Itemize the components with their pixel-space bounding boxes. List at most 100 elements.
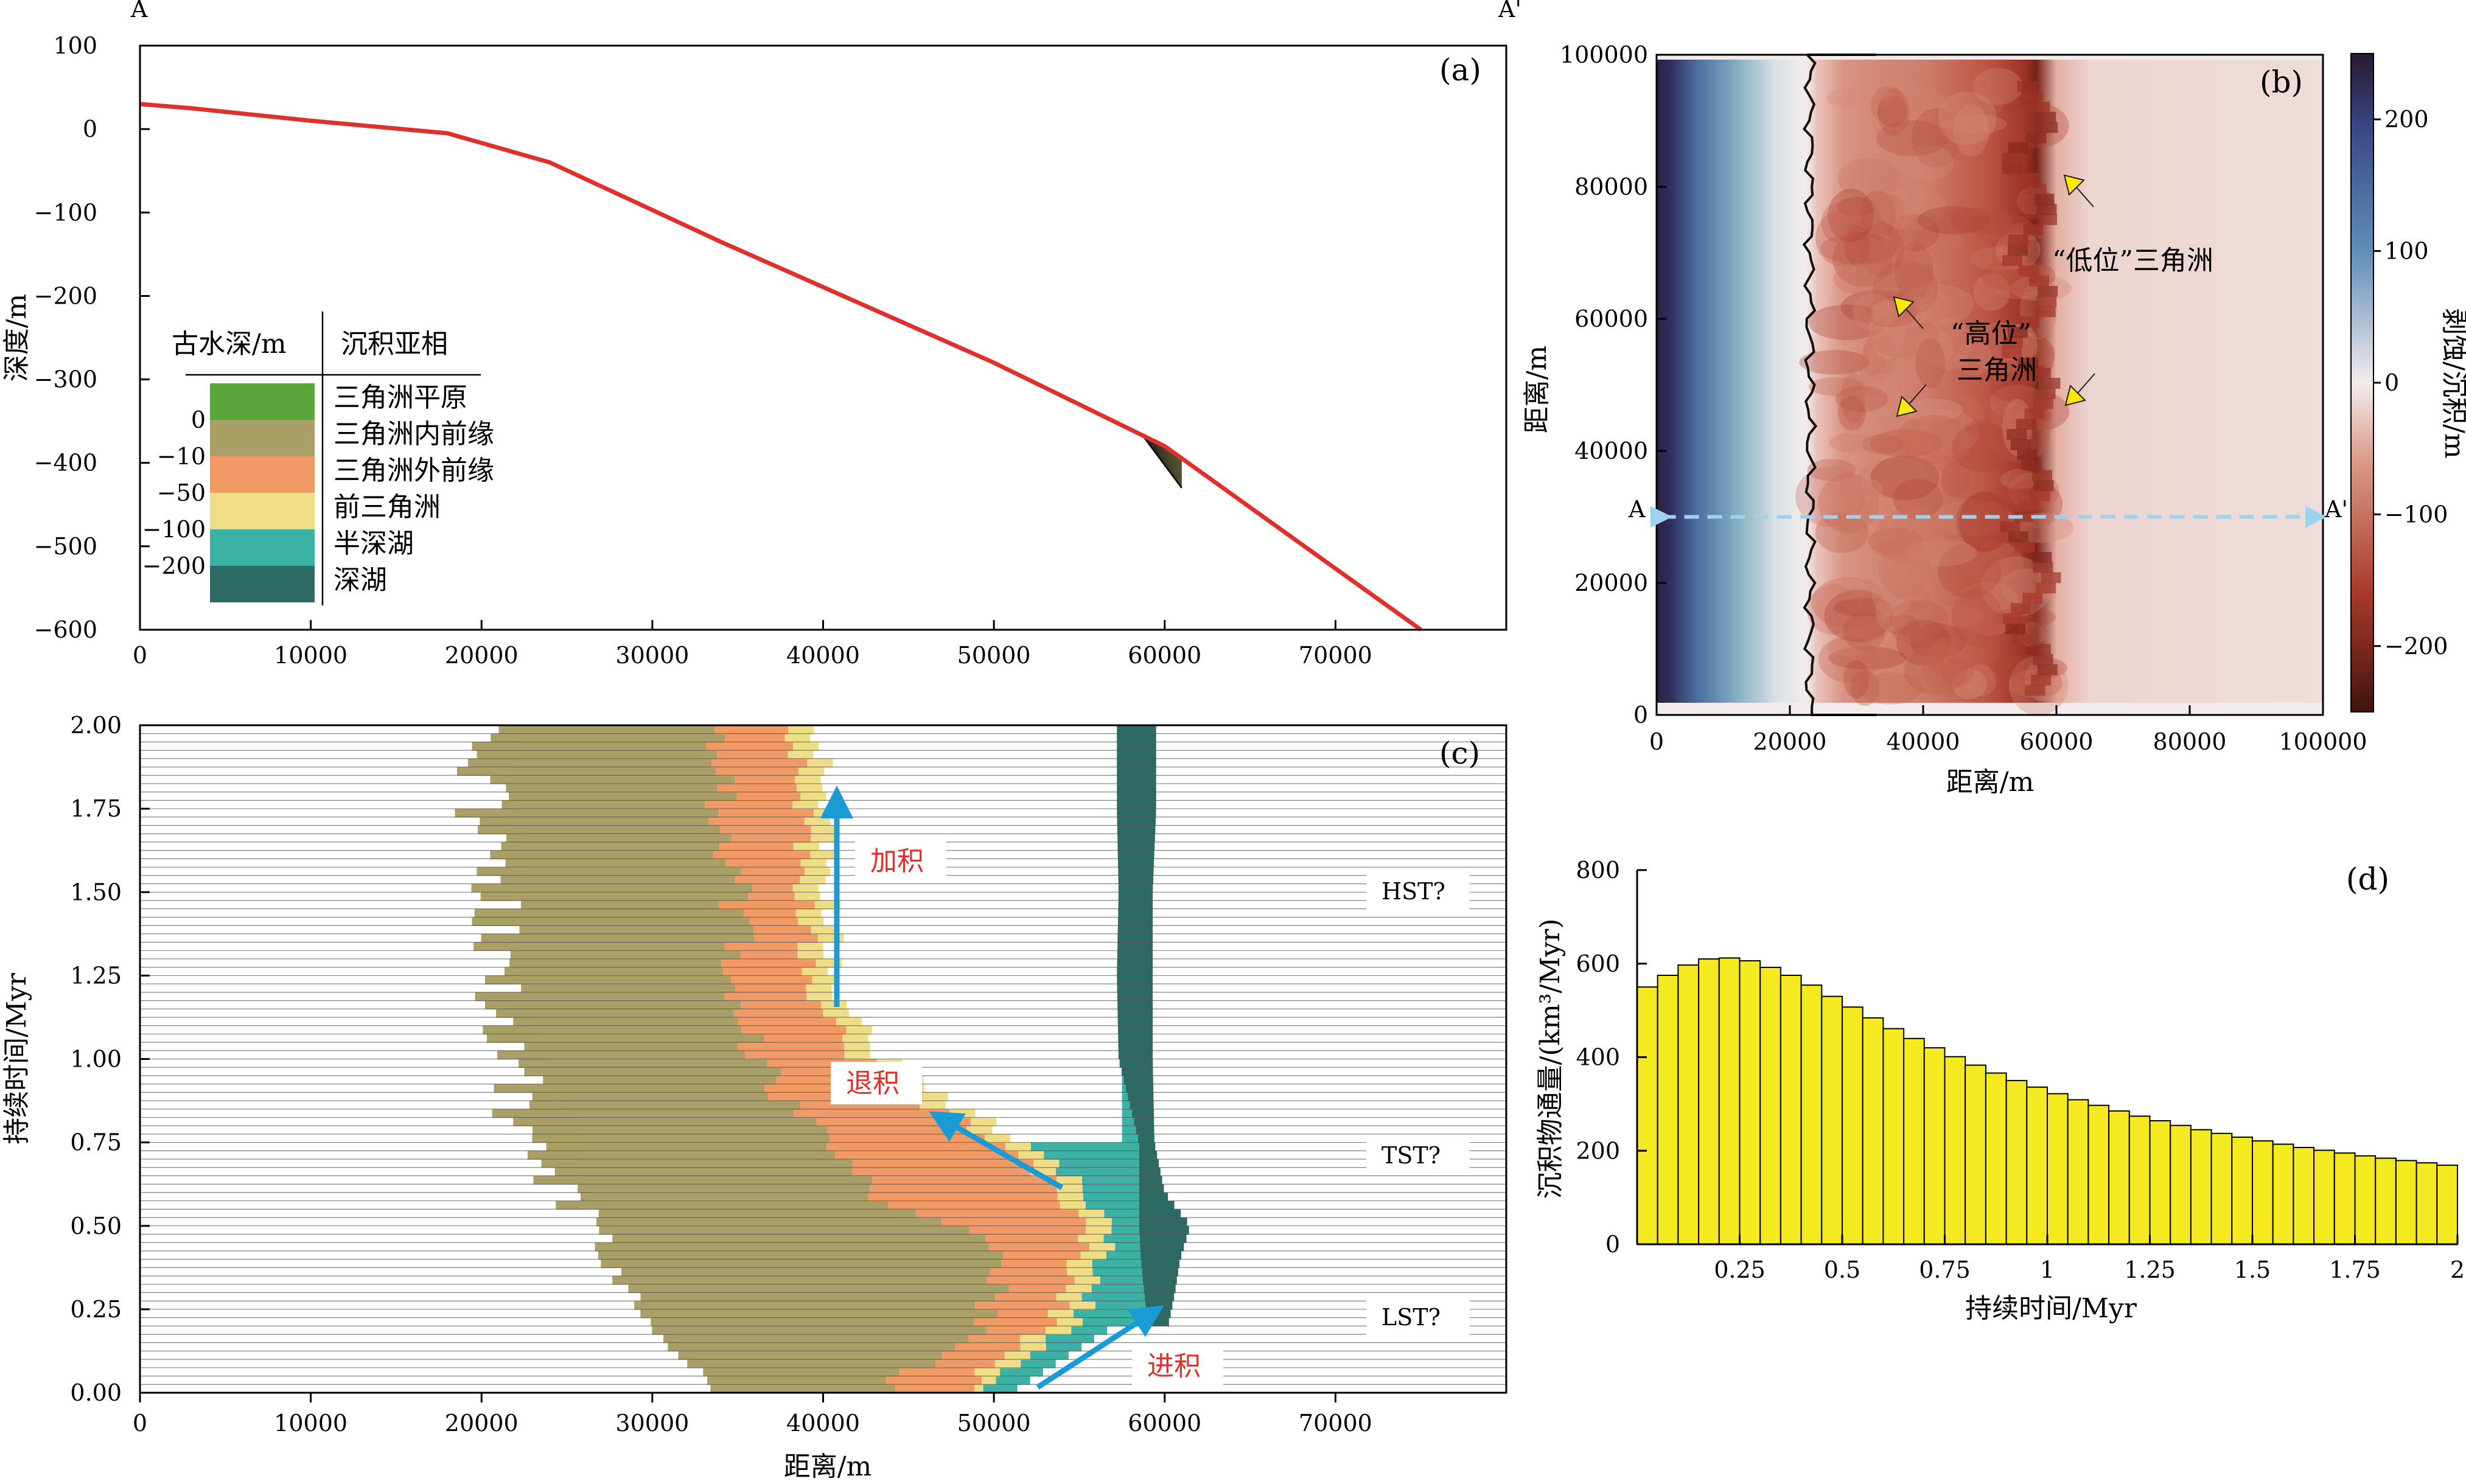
facies-cell [1139, 1234, 1187, 1243]
facies-cell [1031, 1142, 1139, 1152]
facies-cell [1115, 1242, 1140, 1252]
map-texture-blob [1809, 377, 1863, 397]
facies-cell [1117, 958, 1153, 968]
map-edge-cell [2002, 347, 2022, 358]
map-edge-cell [2018, 173, 2039, 184]
facies-cell [1122, 1126, 1136, 1135]
x-tick-label: 30000 [615, 1410, 689, 1437]
x-tick-label: 0.5 [1824, 1256, 1860, 1283]
yellow-arrow-2 [1893, 296, 1924, 329]
x-tick-label: 50000 [957, 642, 1031, 669]
panel-d-y-ticks: 800 600 400 200 0 [1576, 857, 1647, 1258]
y-tick-label: 80000 [1574, 173, 1648, 200]
facies-cell [920, 1101, 946, 1110]
facies-cell [741, 1000, 821, 1009]
x-tick-label: 2 [2450, 1256, 2465, 1283]
map-texture-blob [1807, 584, 1859, 635]
facies-cell [554, 1167, 853, 1177]
colorbar-tick-label: −200 [2384, 633, 2448, 660]
flux-bar [2375, 1157, 2397, 1245]
map-edge-cell [2032, 470, 2052, 481]
panel-b-frame [1655, 54, 2324, 716]
facies-cell [821, 1000, 847, 1009]
hst-label: HST? [1381, 878, 1445, 905]
map-texture-blob [1858, 672, 1923, 705]
flux-bar [1718, 957, 1741, 1245]
map-texture-blob [1922, 644, 1957, 691]
x-tick-label: 10000 [274, 642, 348, 669]
facies-cell [806, 984, 832, 993]
map-texture-blob [1894, 242, 1933, 302]
facies-cell [996, 1376, 1030, 1385]
aggradation-label-bg [855, 840, 946, 882]
x-tick-label: 20000 [445, 1410, 519, 1437]
facies-cell [1057, 1192, 1083, 1202]
facies-cell [490, 775, 735, 784]
facies-cell [806, 992, 833, 1002]
facies-cell [748, 892, 795, 901]
facies-cell [1044, 1151, 1139, 1160]
facies-cell [1082, 1176, 1139, 1185]
facies-cell [668, 1342, 955, 1352]
facies-cell [474, 908, 744, 918]
map-edge-cell [2034, 193, 2055, 205]
facies-cell [628, 1284, 1009, 1294]
stratal-line [447, 133, 1182, 481]
map-texture-blob [1865, 173, 1892, 195]
facies-cell [804, 817, 830, 826]
facies-cell [481, 933, 755, 943]
y-tick-label: 0.00 [70, 1379, 122, 1406]
facies-cell [1140, 1242, 1184, 1252]
map-texture-blob [1871, 86, 1905, 125]
facies-cell [468, 758, 712, 768]
facies-cell [1117, 767, 1156, 776]
panel-b-ylabel: 距离/m [1521, 346, 1553, 434]
facies-cell [1080, 1250, 1106, 1260]
facies-cell [735, 984, 806, 993]
facies-cell [634, 1301, 976, 1310]
map-texture-blob [1811, 577, 1886, 628]
y-tick-label: 40000 [1574, 437, 1648, 464]
retrogradation-label: 退积 [846, 1068, 899, 1099]
map-texture-blob [1870, 430, 1942, 458]
facies-cell [733, 1009, 823, 1018]
map-texture-blob [1878, 541, 1931, 598]
y-tick-label: 1.00 [70, 1046, 122, 1073]
facies-cell [719, 842, 794, 851]
stratal-line [447, 133, 1182, 461]
flux-bar [1944, 1056, 1966, 1245]
facies-cell [1144, 1292, 1175, 1301]
facies-cell [719, 809, 814, 818]
facies-cell [888, 1200, 1060, 1210]
facies-cell [805, 867, 831, 876]
facies-band-0 [447, 133, 1182, 488]
map-edge-cell [2033, 562, 2053, 573]
map-texture-blob [1926, 660, 1971, 688]
facies-cell [899, 1367, 974, 1377]
facies-cell [731, 834, 811, 843]
facies-cell [1020, 1342, 1046, 1352]
map-texture-blob [1867, 471, 1943, 516]
panel-a-corner-a: A [130, 0, 148, 23]
flux-bar [1698, 958, 1720, 1245]
y-tick-label: −100 [34, 199, 97, 226]
facies-cell [1060, 1200, 1086, 1210]
stratal-line [447, 133, 1182, 462]
panel-d-x-ticks: 0.25 0.5 0.75 1 1.25 1.5 1.75 2 [1714, 1235, 2465, 1283]
facies-cell [731, 975, 812, 984]
map-texture-blob [1821, 202, 1859, 244]
facies-cell [1086, 1225, 1112, 1235]
x-tick-label: 0 [1649, 728, 1664, 755]
facies-cell [708, 817, 805, 826]
facies-cell [1117, 950, 1153, 960]
facies-cell [1092, 1267, 1142, 1277]
facies-cell [1119, 1059, 1153, 1068]
panel-b-y-ticks: 100000 80000 60000 40000 20000 0 [1560, 41, 1666, 728]
flux-bar [2087, 1104, 2110, 1245]
legend-facies-name: 三角洲平原 [334, 382, 467, 413]
facies-cell [1021, 1359, 1056, 1368]
map-edge-cell [2030, 102, 2050, 113]
facies-cell [509, 792, 737, 801]
x-tick-label: 80000 [2153, 728, 2227, 755]
y-tick-label: 1.75 [70, 795, 122, 822]
